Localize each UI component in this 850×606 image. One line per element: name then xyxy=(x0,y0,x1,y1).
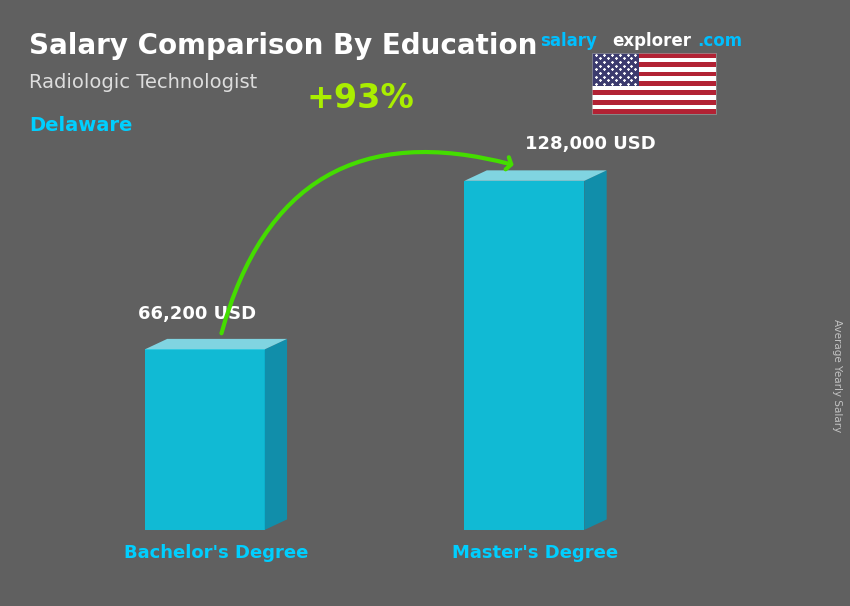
Polygon shape xyxy=(144,339,287,349)
Bar xyxy=(592,104,716,109)
Text: Master's Degree: Master's Degree xyxy=(452,544,619,562)
Bar xyxy=(592,53,639,85)
Text: 66,200 USD: 66,200 USD xyxy=(138,305,256,323)
Bar xyxy=(592,85,716,90)
Bar xyxy=(592,109,716,114)
Bar xyxy=(592,72,716,76)
Polygon shape xyxy=(464,181,584,530)
Bar xyxy=(592,67,716,72)
Polygon shape xyxy=(464,170,607,181)
Text: Bachelor's Degree: Bachelor's Degree xyxy=(124,544,309,562)
Text: explorer: explorer xyxy=(612,33,691,50)
Text: Average Yearly Salary: Average Yearly Salary xyxy=(832,319,842,432)
Bar xyxy=(592,95,716,100)
Text: .com: .com xyxy=(698,33,743,50)
Text: salary: salary xyxy=(541,33,598,50)
Bar xyxy=(592,76,716,81)
Bar xyxy=(592,81,716,85)
Polygon shape xyxy=(584,170,607,530)
Polygon shape xyxy=(264,339,287,530)
Text: 128,000 USD: 128,000 USD xyxy=(525,135,656,153)
Bar xyxy=(592,53,716,114)
Text: Salary Comparison By Education: Salary Comparison By Education xyxy=(29,33,537,61)
Bar xyxy=(592,90,716,95)
Polygon shape xyxy=(144,349,264,530)
Bar xyxy=(592,100,716,104)
Text: Delaware: Delaware xyxy=(29,116,133,135)
Bar xyxy=(592,58,716,62)
Bar xyxy=(592,62,716,67)
Bar xyxy=(592,53,716,58)
Text: +93%: +93% xyxy=(307,82,415,115)
Text: Radiologic Technologist: Radiologic Technologist xyxy=(29,73,258,92)
